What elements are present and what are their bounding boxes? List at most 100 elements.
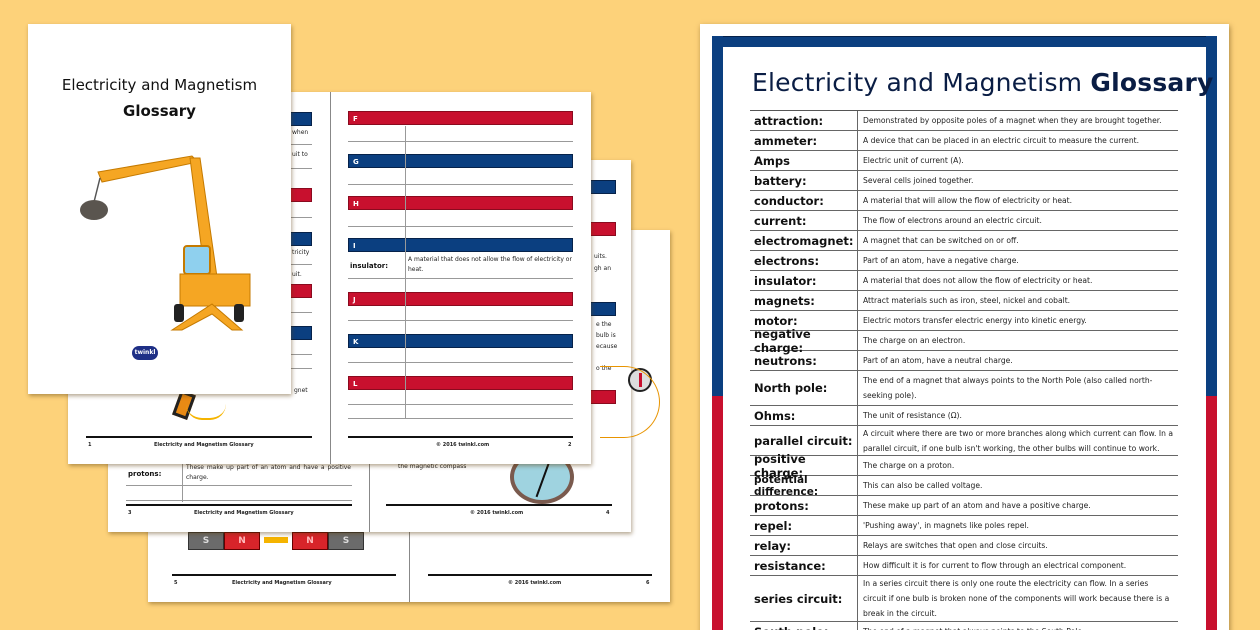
glossary-term: Amps xyxy=(750,151,858,170)
glossary-definition: A material that will allow the flow of e… xyxy=(863,196,1073,205)
glossary-term: battery: xyxy=(750,171,858,190)
glossary-definition: A circuit where there are two or more br… xyxy=(863,428,1173,453)
frame-border-left-red xyxy=(712,396,723,630)
table-rule xyxy=(290,354,312,355)
glossary-term: positive charge: xyxy=(750,452,858,480)
footer-rule xyxy=(348,436,573,438)
table-rule xyxy=(348,404,573,405)
glossary-definition: A device that can be placed in an electr… xyxy=(863,136,1140,145)
glossary-row: battery: Several cells joined together. xyxy=(750,171,1178,191)
glossary-table: attraction: Demonstrated by opposite pole… xyxy=(750,110,1178,630)
glossary-term: Ohms: xyxy=(750,406,858,425)
letter-bar xyxy=(290,284,312,298)
frame-border-top xyxy=(712,36,1217,47)
glossary-row: resistance: How difficult it is for curre… xyxy=(750,556,1178,576)
table-rule xyxy=(348,226,573,227)
crane-electromagnet-illustration xyxy=(80,155,251,331)
table-rule xyxy=(126,485,352,486)
table-rule xyxy=(126,500,352,501)
glossary-term: South pole: xyxy=(750,622,858,630)
glossary-term: magnets: xyxy=(750,291,858,310)
table-rule xyxy=(290,217,312,218)
partial-text: tricity xyxy=(292,249,310,256)
glossary-definition: Attract materials such as iron, steel, n… xyxy=(863,296,1071,305)
partial-text: bulb is xyxy=(596,332,616,339)
table-divider xyxy=(405,126,406,418)
table-rule xyxy=(348,320,573,321)
footer-title: Electricity and Magnetism Glossary xyxy=(194,510,294,516)
table-rule xyxy=(290,312,312,313)
glossary-definition: Relays are switches that open and close … xyxy=(863,541,1048,550)
glossary-row: conductor: A material that will allow the… xyxy=(750,191,1178,211)
footer-rule xyxy=(126,504,352,506)
glossary-row: motor: Electric motors transfer electric … xyxy=(750,311,1178,331)
compass-caption: the magnetic compass xyxy=(398,463,467,470)
glossary-definition: The charge on an electron. xyxy=(863,336,966,345)
frame-border-left-blue xyxy=(712,36,723,396)
cover-page: Electricity and Magnetism Glossary twink… xyxy=(28,24,291,394)
poster-title-regular: Electricity and Magnetism xyxy=(752,68,1091,97)
glossary-term: series circuit: xyxy=(750,576,858,621)
footer-rule xyxy=(428,574,652,576)
table-rule xyxy=(348,362,573,363)
magnet-pole-n: N xyxy=(292,532,328,550)
letter-bar-i: I xyxy=(348,238,573,252)
glossary-term: parallel circuit: xyxy=(750,426,858,455)
glossary-term: insulator: xyxy=(750,271,858,290)
glossary-definition: 'Pushing away', in magnets like poles re… xyxy=(863,521,1029,530)
glossary-term: electromagnet: xyxy=(750,231,858,250)
frame-border-right-red xyxy=(1206,396,1217,630)
footer-rule xyxy=(386,504,612,506)
glossary-row: attraction: Demonstrated by opposite pole… xyxy=(750,111,1178,131)
glossary-definition: The end of a magnet that always points t… xyxy=(863,376,1153,400)
glossary-term: protons: xyxy=(750,496,858,515)
glossary-definition: The end of a magnet that always points t… xyxy=(858,622,1178,630)
glossary-term: neutrons: xyxy=(750,351,858,370)
glossary-row: neutrons: Part of an atom, have a neutral… xyxy=(750,351,1178,371)
glossary-term: North pole: xyxy=(750,371,858,405)
table-divider xyxy=(182,460,183,502)
glossary-definition: Electric unit of current (A). xyxy=(863,156,964,165)
footer-page-number: 6 xyxy=(646,580,650,586)
glossary-term: attraction: xyxy=(750,111,858,130)
double-arrow-icon xyxy=(264,537,288,543)
footer-copyright: © 2016 twinkl.com xyxy=(470,510,524,516)
partial-text: uit. xyxy=(292,271,302,278)
letter-bar-k: K xyxy=(348,334,573,348)
partial-text: gnet xyxy=(294,387,308,394)
letter-bar xyxy=(290,112,312,126)
letter-bar-j: J xyxy=(348,292,573,306)
partial-text: uit to xyxy=(292,151,308,158)
glossary-row: electromagnet: A magnet that can be switc… xyxy=(750,231,1178,251)
letter-bar-l: L xyxy=(348,376,573,390)
letter-bar xyxy=(290,232,312,246)
repelling-magnets-illustration: S N N S xyxy=(188,530,368,552)
partial-text: ecause xyxy=(596,343,618,350)
glossary-row: potential difference: This can also be ca… xyxy=(750,474,1178,498)
glossary-term: current: xyxy=(750,211,858,230)
letter-bar-f: F xyxy=(348,111,573,125)
glossary-row: negative charge: The charge on an electro… xyxy=(750,327,1178,355)
glossary-definition: A material that does not allow the flow … xyxy=(863,276,1093,285)
entry-definition: These make up part of an atom and have a… xyxy=(186,464,351,481)
glossary-term: ammeter: xyxy=(750,131,858,150)
table-rule xyxy=(348,184,573,185)
glossary-term: resistance: xyxy=(750,556,858,575)
glossary-definition: The charge on a proton. xyxy=(863,461,955,470)
twinkl-logo: twinkl xyxy=(132,346,158,360)
table-rule xyxy=(290,368,312,369)
cover-subtitle: Glossary xyxy=(123,102,196,120)
glossary-row: protons: These make up part of an atom an… xyxy=(750,496,1178,516)
table-rule xyxy=(290,144,312,145)
glossary-definition: The unit of resistance (Ω). xyxy=(863,411,962,420)
footer-page-number: 2 xyxy=(568,442,572,448)
glossary-definition: How difficult it is for current to flow … xyxy=(863,561,1127,570)
entry-term: insulator: xyxy=(350,262,389,270)
partial-text: e the xyxy=(596,321,612,328)
glossary-row: Ohms: The unit of resistance (Ω). xyxy=(750,406,1178,426)
letter-bar xyxy=(290,188,312,202)
glossary-term: relay: xyxy=(750,536,858,555)
glossary-row: series circuit: In a series circuit there… xyxy=(750,576,1178,622)
footer-page-number: 5 xyxy=(174,580,178,586)
letter-bar-h: H xyxy=(348,196,573,210)
